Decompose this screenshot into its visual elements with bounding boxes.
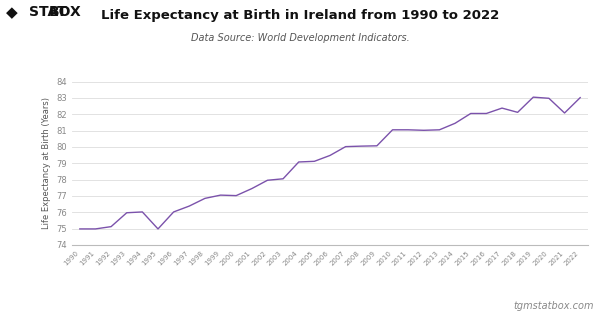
Text: Data Source: World Development Indicators.: Data Source: World Development Indicator… bbox=[191, 33, 409, 43]
Text: tgmstatbox.com: tgmstatbox.com bbox=[514, 301, 594, 311]
Text: Life Expectancy at Birth in Ireland from 1990 to 2022: Life Expectancy at Birth in Ireland from… bbox=[101, 9, 499, 22]
Y-axis label: Life Expectancy at Birth (Years): Life Expectancy at Birth (Years) bbox=[42, 97, 51, 229]
Text: BOX: BOX bbox=[49, 5, 82, 19]
Text: STAT: STAT bbox=[29, 5, 67, 19]
Text: ◆: ◆ bbox=[6, 5, 18, 20]
